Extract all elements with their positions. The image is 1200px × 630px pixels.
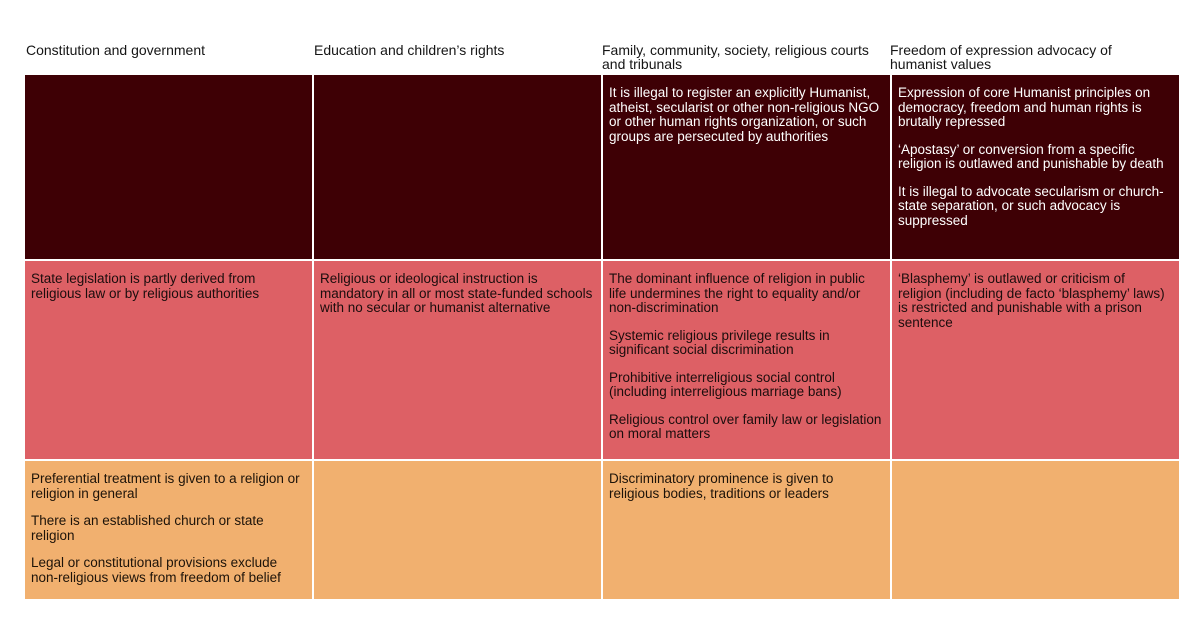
- table-header: Constitution and government Education an…: [26, 43, 1178, 75]
- cell-moderate-freedom-of-expression: [892, 461, 1179, 599]
- statement: Prohibitive interreligious social contro…: [609, 369, 842, 399]
- cell-severe-freedom-of-expression: Expression of core Humanist principles o…: [892, 75, 1179, 259]
- statement: Expression of core Humanist principles o…: [898, 85, 1151, 129]
- cell-high-freedom-of-expression: ‘Blasphemy’ is outlawed or criticism of …: [892, 261, 1179, 459]
- statement: Systemic religious privilege results in …: [609, 327, 830, 357]
- column-header-constitution: Constitution and government: [26, 42, 205, 58]
- statement: There is an established church or state …: [31, 513, 264, 543]
- severity-matrix: It is illegal to register an explicitly …: [25, 75, 1179, 599]
- cell-high-family-community: The dominant influence of religion in pu…: [603, 261, 890, 459]
- column-header-family-community: Family, community, society, religious co…: [602, 42, 869, 72]
- cell-moderate-education: [314, 461, 601, 599]
- column-header-education: Education and children’s rights: [314, 42, 505, 58]
- cell-severe-family-community: It is illegal to register an explicitly …: [603, 75, 890, 259]
- statement: Religious or ideological instruction is …: [320, 271, 593, 315]
- statement: Religious control over family law or leg…: [609, 411, 882, 441]
- statement: ‘Apostasy’ or conversion from a specific…: [898, 141, 1164, 171]
- statement: The dominant influence of religion in pu…: [609, 271, 865, 315]
- cell-moderate-family-community: Discriminatory prominence is given to re…: [603, 461, 890, 599]
- cell-severe-education: [314, 75, 601, 259]
- cell-high-constitution: State legislation is partly derived from…: [25, 261, 312, 459]
- cell-severe-constitution: [25, 75, 312, 259]
- statement: It is illegal to advocate secularism or …: [898, 183, 1164, 228]
- column-header-freedom-of-expression: Freedom of expression advocacy of humani…: [890, 42, 1112, 72]
- statement: Discriminatory prominence is given to re…: [609, 471, 834, 501]
- statement: State legislation is partly derived from…: [31, 271, 260, 301]
- statement: ‘Blasphemy’ is outlawed or criticism of …: [898, 271, 1165, 330]
- statement: Legal or constitutional provisions exclu…: [31, 555, 281, 585]
- statement: It is illegal to register an explicitly …: [609, 85, 880, 144]
- statement: Preferential treatment is given to a rel…: [31, 471, 300, 501]
- cell-high-education: Religious or ideological instruction is …: [314, 261, 601, 459]
- cell-moderate-constitution: Preferential treatment is given to a rel…: [25, 461, 312, 599]
